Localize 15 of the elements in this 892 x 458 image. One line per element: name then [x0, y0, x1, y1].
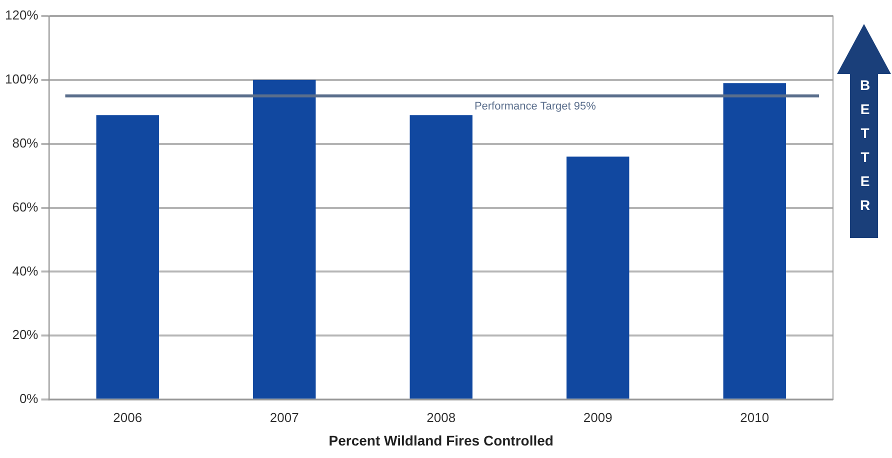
- x-tick-label: 2007: [270, 410, 299, 425]
- arrow-icon: BETTER: [836, 24, 892, 240]
- x-tick-label: 2009: [583, 410, 612, 425]
- y-tick-label: 120%: [5, 8, 39, 23]
- y-tick-label: 0%: [19, 391, 39, 406]
- y-tick-label: 80%: [12, 135, 39, 150]
- x-tick-label: 2006: [113, 410, 142, 425]
- x-tick-label: 2008: [426, 410, 456, 425]
- ref-line-label: Performance Target 95%: [474, 100, 596, 112]
- x-tick-label: 2010: [740, 410, 770, 425]
- y-tick-label: 40%: [12, 263, 39, 278]
- y-tick-label: 60%: [12, 199, 39, 214]
- x-axis-title: Percent Wildland Fires Controlled: [328, 432, 554, 448]
- y-tick-label: 100%: [5, 72, 39, 87]
- y-tick-label: 20%: [12, 327, 39, 342]
